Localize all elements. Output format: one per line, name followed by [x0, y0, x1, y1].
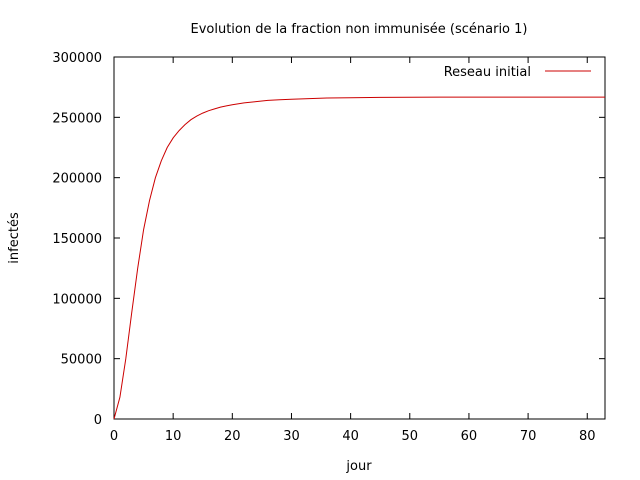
x-tick-label: 60: [461, 429, 478, 444]
y-tick-label: 100000: [52, 292, 102, 307]
x-tick-label: 70: [520, 429, 537, 444]
legend-label: Reseau initial: [444, 65, 531, 80]
y-tick-label: 0: [94, 413, 102, 428]
series-group: [113, 96, 605, 420]
x-axis-label: jour: [345, 459, 372, 474]
x-tick-label: 0: [110, 429, 118, 444]
y-tick-label: 150000: [52, 232, 102, 247]
x-tick-label: 20: [224, 429, 241, 444]
series-line: [113, 96, 605, 420]
y-tick-label: 200000: [52, 172, 102, 187]
y-axis: 0 50000 100000 150000 200000 250000 300000: [52, 51, 605, 428]
y-tick-label: 50000: [61, 353, 102, 368]
plot-area: [113, 56, 606, 420]
y-tick-label: 250000: [52, 111, 102, 126]
x-tick-label: 50: [402, 429, 419, 444]
y-axis-label: infectés: [7, 212, 22, 264]
x-tick-label: 80: [579, 429, 596, 444]
x-axis: 0 10 20 30 40 50 60 70 80: [110, 57, 596, 444]
x-tick-label: 30: [283, 429, 300, 444]
chart-title: Evolution de la fraction non immunisée (…: [191, 22, 528, 37]
y-tick-label: 300000: [52, 51, 102, 66]
x-tick-label: 10: [165, 429, 182, 444]
x-tick-label: 40: [342, 429, 359, 444]
plot-frame: [113, 56, 606, 420]
legend: Reseau initial: [444, 65, 591, 80]
